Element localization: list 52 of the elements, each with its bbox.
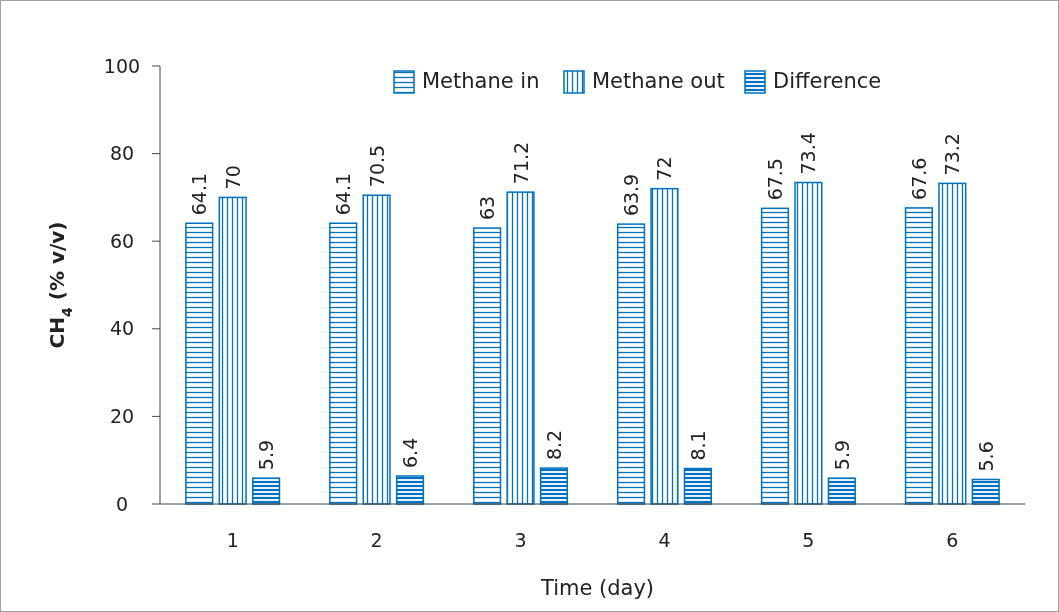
- x-axis-title: Time (day): [539, 576, 655, 600]
- bar: [650, 187, 679, 505]
- data-label: 73.2: [941, 133, 964, 176]
- data-label: 8.2: [542, 429, 565, 461]
- y-tick-label: 0: [115, 492, 129, 515]
- data-label: 70.5: [365, 144, 388, 188]
- x-tick-label: 5: [802, 529, 815, 551]
- legend-label: Difference: [773, 69, 882, 94]
- bar: [506, 191, 535, 505]
- bar: [185, 222, 214, 505]
- x-tick-label: 6: [946, 529, 959, 551]
- bar: [251, 477, 281, 505]
- data-label: 73.4: [797, 132, 820, 175]
- bar: [329, 222, 358, 505]
- bar: [760, 207, 790, 505]
- bar: [904, 207, 934, 505]
- y-tick-label: 20: [109, 405, 135, 428]
- bar: [218, 196, 247, 505]
- bar: [794, 181, 823, 505]
- data-label: 8.1: [686, 430, 709, 461]
- bar: [971, 478, 1000, 505]
- bar: [539, 467, 569, 505]
- legend-label: Methane out: [592, 69, 725, 94]
- data-label: 63.9: [620, 173, 643, 217]
- data-label: 63: [476, 195, 499, 221]
- bar: [616, 223, 646, 505]
- data-label: 71.2: [509, 141, 532, 185]
- data-label: 5.9: [830, 439, 853, 471]
- data-label: 5.6: [974, 441, 997, 472]
- bar: [395, 475, 425, 505]
- bar: [362, 194, 391, 505]
- data-label: 67.5: [763, 158, 786, 201]
- bar: [473, 227, 502, 505]
- y-tick-label: 60: [109, 229, 135, 252]
- data-label: 5.9: [255, 439, 278, 471]
- data-label: 72: [653, 156, 676, 181]
- x-tick-label: 3: [514, 529, 527, 551]
- x-tick-label: 1: [226, 529, 239, 551]
- legend-label: Methane in: [422, 69, 540, 94]
- bar: [827, 477, 856, 505]
- y-tick-label: 40: [109, 317, 135, 340]
- x-tick-label: 4: [658, 529, 671, 551]
- data-label: 64.1: [332, 172, 355, 216]
- data-label: 70: [221, 165, 244, 190]
- bar: [683, 467, 712, 505]
- x-tick-label: 2: [370, 529, 383, 551]
- data-label: 64.1: [188, 172, 211, 216]
- bar: [938, 182, 967, 505]
- data-label: 67.6: [907, 157, 930, 200]
- data-label: 6.4: [399, 437, 422, 468]
- y-tick-label: 100: [103, 54, 141, 77]
- y-tick-label: 80: [109, 142, 135, 165]
